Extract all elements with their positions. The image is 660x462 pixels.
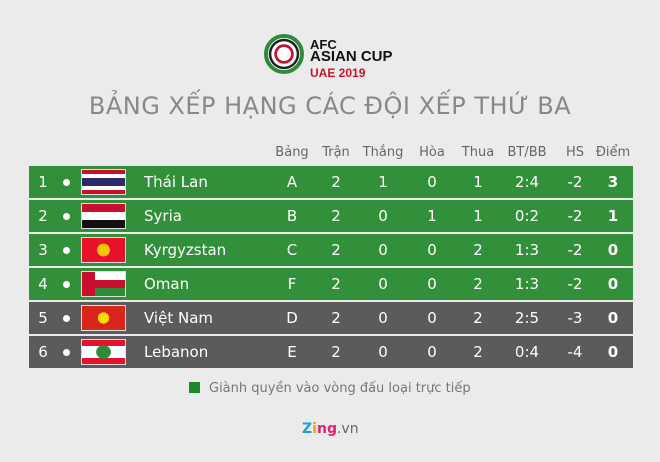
rank: 5 bbox=[38, 309, 48, 327]
logo-text: ASIAN CUP bbox=[310, 48, 393, 65]
cell-played: 2 bbox=[331, 241, 341, 259]
cell-group: C bbox=[286, 241, 298, 259]
cell-drawn: 1 bbox=[427, 207, 437, 225]
cell-group: A bbox=[286, 173, 298, 191]
table-row: 4 Oman F 2 0 0 2 1:3 -2 0 bbox=[29, 268, 633, 300]
cell-points: 0 bbox=[607, 275, 619, 293]
column-header: Hòa bbox=[419, 145, 445, 160]
cell-group: F bbox=[287, 275, 297, 293]
table-row: 1 Thái Lan A 2 1 0 1 2:4 -2 3 bbox=[29, 166, 633, 198]
cell-goals: 0:2 bbox=[514, 207, 540, 225]
team-name: Việt Nam bbox=[144, 309, 214, 327]
legend-swatch bbox=[189, 382, 200, 393]
cell-gd: -4 bbox=[567, 343, 583, 361]
thailand-flag-icon bbox=[81, 169, 126, 195]
cell-points: 3 bbox=[607, 173, 619, 191]
zing-watermark: Zing.vn bbox=[302, 421, 359, 437]
lebanon-flag-icon bbox=[81, 339, 126, 365]
logo-text: UAE 2019 bbox=[310, 66, 366, 80]
cell-drawn: 0 bbox=[427, 309, 437, 327]
cell-gd: -2 bbox=[567, 241, 583, 259]
afc-emblem-icon bbox=[264, 34, 304, 74]
team-name: Oman bbox=[144, 275, 190, 293]
cell-won: 0 bbox=[378, 275, 388, 293]
rank: 1 bbox=[38, 173, 48, 191]
cell-lost: 1 bbox=[473, 207, 483, 225]
rank: 3 bbox=[38, 241, 48, 259]
cell-lost: 1 bbox=[473, 173, 483, 191]
cell-played: 2 bbox=[331, 309, 341, 327]
afc-asian-cup-logo: AFC ASIAN CUP UAE 2019 bbox=[264, 32, 404, 82]
cell-won: 1 bbox=[378, 173, 388, 191]
team-name: Kyrgyzstan bbox=[144, 241, 227, 259]
cell-points: 0 bbox=[607, 241, 619, 259]
cell-goals: 2:5 bbox=[514, 309, 540, 327]
table-row: 3 Kyrgyzstan C 2 0 0 2 1:3 -2 0 bbox=[29, 234, 633, 266]
team-name: Thái Lan bbox=[144, 173, 208, 191]
oman-flag-icon bbox=[81, 271, 126, 297]
cell-group: D bbox=[286, 309, 298, 327]
vietnam-flag-icon bbox=[81, 305, 126, 331]
cell-drawn: 0 bbox=[427, 241, 437, 259]
cell-points: 0 bbox=[607, 343, 619, 361]
cell-lost: 2 bbox=[473, 343, 483, 361]
bullet-icon bbox=[63, 213, 70, 220]
cell-goals: 1:3 bbox=[514, 241, 540, 259]
cell-lost: 2 bbox=[473, 309, 483, 327]
cell-points: 0 bbox=[607, 309, 619, 327]
cell-played: 2 bbox=[331, 207, 341, 225]
cell-group: B bbox=[286, 207, 298, 225]
cell-won: 0 bbox=[378, 343, 388, 361]
column-header: Bảng bbox=[275, 145, 309, 160]
cell-played: 2 bbox=[331, 343, 341, 361]
table-row: 6 Lebanon E 2 0 0 2 0:4 -4 0 bbox=[29, 336, 633, 368]
logo-text: AFC bbox=[310, 37, 337, 52]
rank: 4 bbox=[38, 275, 48, 293]
cell-group: E bbox=[287, 343, 297, 361]
table-row: 2 Syria B 2 0 1 1 0:2 -2 1 bbox=[29, 200, 633, 232]
cell-gd: -2 bbox=[567, 275, 583, 293]
rank: 6 bbox=[38, 343, 48, 361]
page-title: BẢNG XẾP HẠNG CÁC ĐỘI XẾP THỨ BA bbox=[88, 92, 572, 120]
column-header: Thắng bbox=[362, 145, 404, 160]
team-name: Lebanon bbox=[144, 343, 209, 361]
team-name: Syria bbox=[144, 207, 182, 225]
bullet-icon bbox=[63, 179, 70, 186]
bullet-icon bbox=[63, 349, 70, 356]
cell-drawn: 0 bbox=[427, 173, 437, 191]
cell-lost: 2 bbox=[473, 241, 483, 259]
cell-won: 0 bbox=[378, 207, 388, 225]
column-header: Thua bbox=[461, 145, 495, 160]
table-row: 5 Việt Nam D 2 0 0 2 2:5 -3 0 bbox=[29, 302, 633, 334]
cell-goals: 2:4 bbox=[514, 173, 540, 191]
cell-won: 0 bbox=[378, 241, 388, 259]
legend: Giành quyền vào vòng đấu loại trực tiếp bbox=[189, 381, 471, 396]
legend-label: Giành quyền vào vòng đấu loại trực tiếp bbox=[209, 381, 471, 396]
syria-flag-icon bbox=[81, 203, 126, 229]
cell-goals: 0:4 bbox=[514, 343, 540, 361]
cell-drawn: 0 bbox=[427, 275, 437, 293]
cell-goals: 1:3 bbox=[514, 275, 540, 293]
kyrgyzstan-flag-icon bbox=[81, 237, 126, 263]
cell-played: 2 bbox=[331, 275, 341, 293]
rank: 2 bbox=[38, 207, 48, 225]
cell-played: 2 bbox=[331, 173, 341, 191]
cell-points: 1 bbox=[607, 207, 619, 225]
column-header: Điểm bbox=[595, 145, 631, 160]
bullet-icon bbox=[63, 315, 70, 322]
column-header: BT/BB bbox=[507, 145, 547, 160]
cell-won: 0 bbox=[378, 309, 388, 327]
column-header: HS bbox=[565, 145, 585, 160]
cell-lost: 2 bbox=[473, 275, 483, 293]
cell-gd: -2 bbox=[567, 173, 583, 191]
bullet-icon bbox=[63, 247, 70, 254]
cell-drawn: 0 bbox=[427, 343, 437, 361]
column-header: Trận bbox=[322, 145, 350, 160]
cell-gd: -2 bbox=[567, 207, 583, 225]
bullet-icon bbox=[63, 281, 70, 288]
cell-gd: -3 bbox=[567, 309, 583, 327]
